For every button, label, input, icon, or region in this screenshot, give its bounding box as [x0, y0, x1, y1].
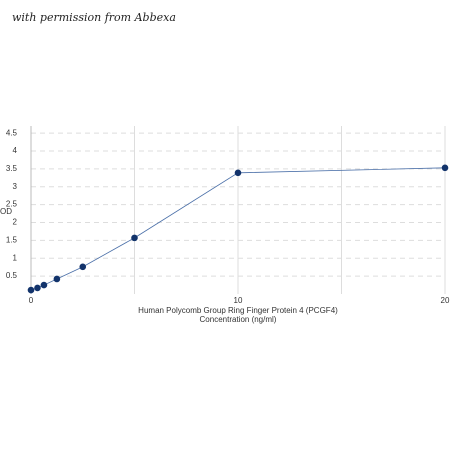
x-axis-label: Human Polycomb Group Ring Finger Protein… — [138, 306, 338, 315]
y-tick-label: 1 — [13, 253, 18, 262]
y-axis-label: OD — [0, 207, 12, 216]
point — [79, 263, 87, 271]
x-axis-label: Concentration (ng/ml) — [200, 315, 277, 324]
x-tick-label: 20 — [441, 296, 450, 305]
point — [441, 164, 449, 172]
watermark: with permission from Abbexa — [12, 11, 176, 24]
y-tick-label: 3 — [13, 182, 18, 191]
y-tick-label: 4.5 — [6, 128, 18, 137]
y-tick-label: 0.5 — [6, 271, 18, 280]
y-tick-label: 4 — [13, 146, 18, 155]
y-tick-label: 3.5 — [6, 164, 18, 173]
point — [27, 286, 35, 294]
y-tick-label: 1.5 — [6, 235, 18, 244]
x-tick-label: 0 — [29, 296, 34, 305]
point — [234, 169, 242, 177]
point — [53, 275, 61, 283]
point — [34, 284, 41, 292]
x-tick-label: 10 — [234, 296, 243, 305]
y-tick-label: 2.5 — [6, 200, 18, 209]
point — [40, 281, 48, 289]
point — [131, 234, 138, 242]
y-tick-label: 2 — [13, 218, 18, 227]
